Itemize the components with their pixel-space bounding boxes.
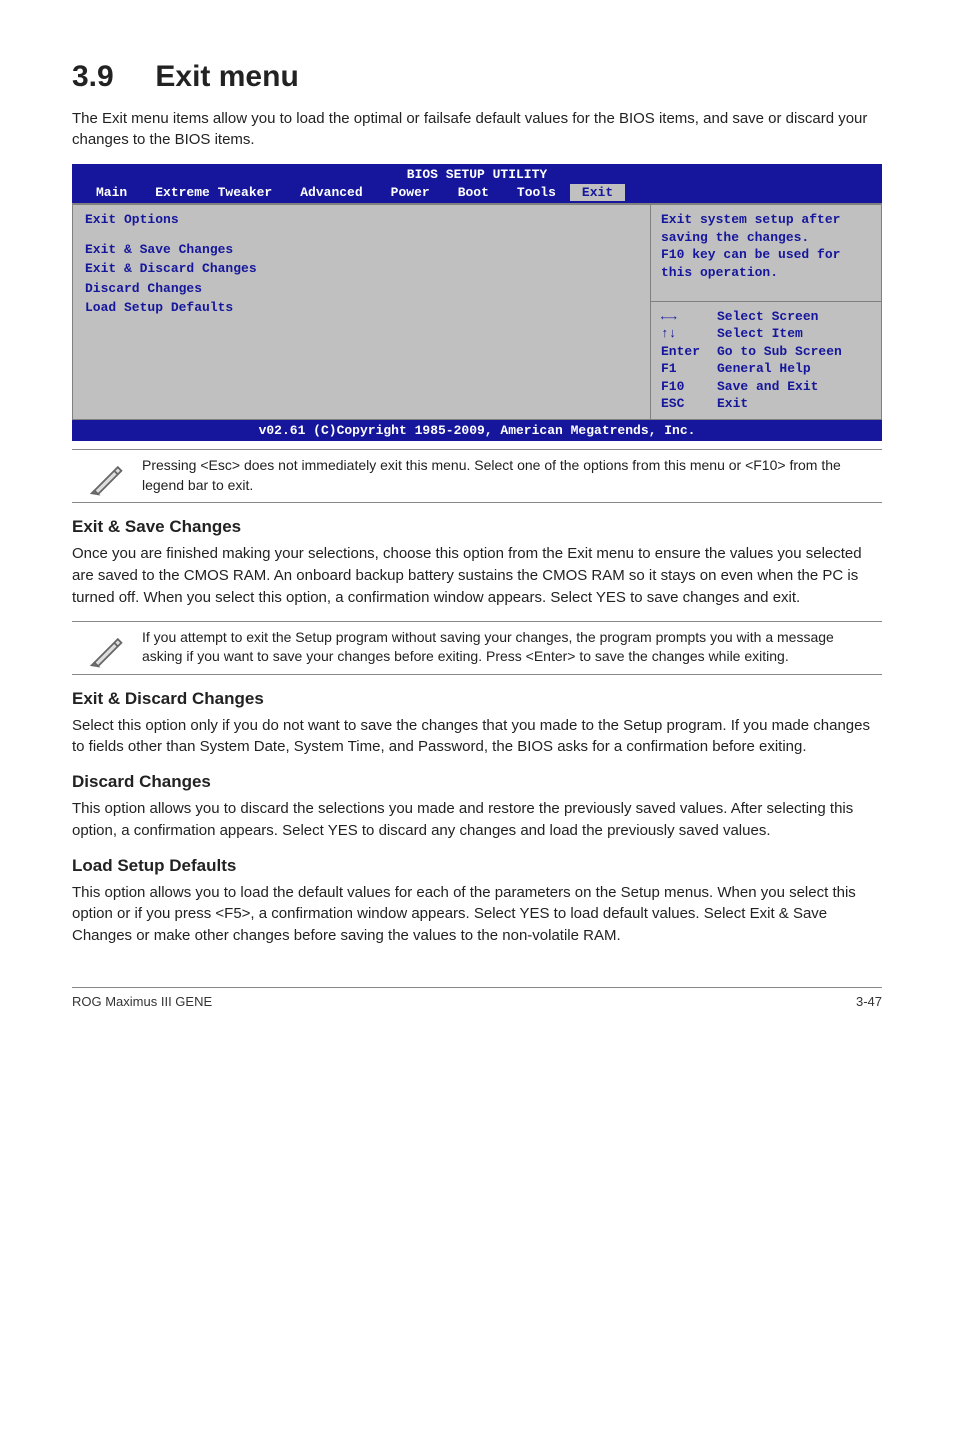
note-block: If you attempt to exit the Setup program…	[72, 621, 882, 675]
bios-key-desc: Save and Exit	[717, 378, 818, 396]
bios-key-desc: General Help	[717, 360, 811, 378]
body-paragraph: Once you are finished making your select…	[72, 543, 882, 608]
section-heading: 3.9 Exit menu	[72, 60, 882, 94]
bios-footer: v02.61 (C)Copyright 1985-2009, American …	[72, 420, 882, 442]
subheading: Exit & Discard Changes	[72, 689, 882, 709]
bios-title: BIOS SETUP UTILITY	[72, 164, 882, 184]
bios-option: Exit & Discard Changes	[85, 260, 638, 278]
bios-body: Exit Options Exit & Save Changes Exit & …	[72, 203, 882, 420]
bios-key-legend: ←→Select Screen ↑↓Select Item EnterGo to…	[651, 301, 881, 419]
bios-help-line: F10 key can be used for this operation.	[661, 246, 871, 281]
bios-key-desc: Select Item	[717, 325, 803, 343]
bios-option: Discard Changes	[85, 280, 638, 298]
bios-option: Exit & Save Changes	[85, 241, 638, 259]
body-paragraph: This option allows you to load the defau…	[72, 882, 882, 947]
bios-key: Enter	[661, 343, 717, 361]
footer-left: ROG Maximus III GENE	[72, 994, 212, 1009]
bios-tab-bar: Main Extreme Tweaker Advanced Power Boot…	[72, 184, 882, 204]
body-paragraph: Select this option only if you do not wa…	[72, 715, 882, 759]
subheading: Load Setup Defaults	[72, 856, 882, 876]
intro-paragraph: The Exit menu items allow you to load th…	[72, 108, 882, 150]
bios-key: F10	[661, 378, 717, 396]
bios-left-pane: Exit Options Exit & Save Changes Exit & …	[72, 204, 650, 420]
bios-key: ↑↓	[661, 325, 717, 343]
bios-tab-extreme: Extreme Tweaker	[141, 184, 286, 202]
note-text: If you attempt to exit the Setup program…	[142, 628, 882, 667]
bios-key: ←→	[661, 308, 717, 326]
bios-help-text: Exit system setup after saving the chang…	[651, 205, 881, 300]
bios-key-desc: Select Screen	[717, 308, 818, 326]
bios-help-line: Exit system setup after saving the chang…	[661, 211, 871, 246]
subheading: Exit & Save Changes	[72, 517, 882, 537]
bios-tab-advanced: Advanced	[286, 184, 376, 202]
note-block: Pressing <Esc> does not immediately exit…	[72, 449, 882, 503]
bios-left-heading: Exit Options	[85, 211, 638, 229]
page-footer: ROG Maximus III GENE 3-47	[72, 987, 882, 1009]
bios-key-desc: Exit	[717, 395, 748, 413]
pen-icon	[72, 456, 142, 496]
bios-key-desc: Go to Sub Screen	[717, 343, 842, 361]
bios-tab-tools: Tools	[503, 184, 570, 202]
note-text: Pressing <Esc> does not immediately exit…	[142, 456, 882, 495]
bios-key: F1	[661, 360, 717, 378]
bios-option: Load Setup Defaults	[85, 299, 638, 317]
section-title-text: Exit menu	[155, 60, 298, 93]
bios-screenshot: BIOS SETUP UTILITY Main Extreme Tweaker …	[72, 164, 882, 441]
bios-tab-boot: Boot	[444, 184, 503, 202]
bios-key: ESC	[661, 395, 717, 413]
footer-right: 3-47	[856, 994, 882, 1009]
section-number: 3.9	[72, 60, 114, 93]
body-paragraph: This option allows you to discard the se…	[72, 798, 882, 842]
bios-right-pane: Exit system setup after saving the chang…	[650, 204, 882, 420]
bios-tab-exit: Exit	[570, 184, 625, 202]
bios-tab-main: Main	[82, 184, 141, 202]
subheading: Discard Changes	[72, 772, 882, 792]
pen-icon	[72, 628, 142, 668]
bios-tab-power: Power	[377, 184, 444, 202]
